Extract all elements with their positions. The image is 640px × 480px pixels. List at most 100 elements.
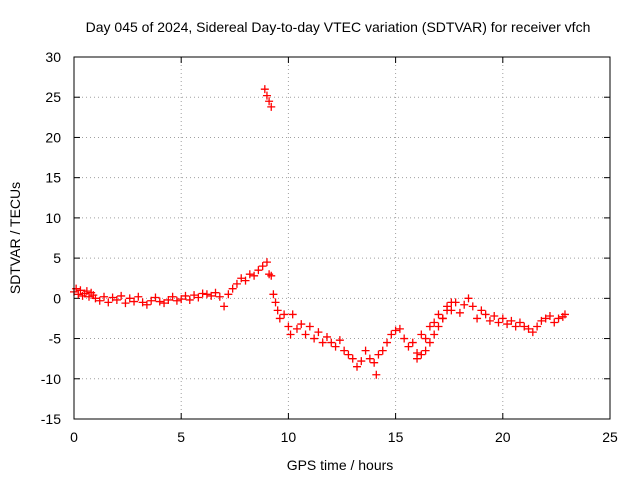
data-point [507,316,516,325]
data-point [224,290,233,299]
data-point [541,314,550,323]
data-point [361,346,370,355]
data-point [267,271,276,280]
data-point [447,298,456,307]
data-point [288,310,297,319]
y-tick-label: 15 [45,170,61,186]
y-tick-label: 30 [45,49,61,65]
data-point [310,334,319,343]
data-point [168,292,177,301]
grid-lines [74,57,610,419]
data-point [515,318,524,327]
data-point [194,293,203,302]
data-point [95,296,104,305]
data-point [177,295,186,304]
data-point [260,85,269,94]
data-point [185,295,194,304]
data-point [172,296,181,305]
data-point [262,91,271,100]
data-point [404,342,413,351]
data-point [108,293,117,302]
x-axis-label: GPS time / hours [287,457,394,473]
data-point [284,322,293,331]
y-tick-label: -5 [49,331,62,347]
y-tick-label: 20 [45,129,61,145]
data-point [477,306,486,315]
data-point [130,297,139,306]
data-point [434,322,443,331]
data-point [417,330,426,339]
data-point [269,290,278,299]
data-point [383,338,392,347]
data-point [524,324,533,333]
data-point [134,292,143,301]
data-point [490,312,499,321]
chart-title: Day 045 of 2024, Sidereal Day-to-day VTE… [86,19,591,35]
data-point [245,270,254,279]
data-point [413,354,422,363]
data-point [207,291,216,300]
data-point [430,330,439,339]
data-point [464,294,473,303]
data-point [91,294,100,303]
data-point [408,338,417,347]
data-point [271,298,280,307]
data-point [142,300,151,309]
data-point [391,326,400,335]
data-point [498,314,507,323]
y-tick-label: 25 [45,89,61,105]
y-axis-label: SDTVAR / TECUs [7,182,23,294]
data-point [357,357,366,366]
data-point [164,295,173,304]
data-point [430,318,439,327]
data-point [468,302,477,311]
data-point [443,306,452,315]
x-tick-label: 25 [602,429,618,445]
data-point [138,298,147,307]
data-point [370,358,379,367]
data-point [425,322,434,331]
data-point [232,279,241,288]
x-tick-label: 20 [495,429,511,445]
data-point [147,296,156,305]
data-point [372,370,381,379]
data-point [202,290,211,299]
x-tick-label: 15 [388,429,404,445]
data-point [112,295,121,304]
data-point [262,258,271,267]
data-point [331,342,340,351]
y-tick-label: 10 [45,210,61,226]
data-point [520,322,529,331]
x-tick-label: 5 [177,429,185,445]
data-point [250,271,259,280]
x-tick-label: 10 [281,429,297,445]
data-point [273,306,282,315]
data-point [335,336,344,345]
data-point [228,284,237,293]
data-point [494,318,503,327]
data-point [545,312,554,321]
data-point [265,97,274,106]
data-point [258,262,267,271]
data-point [348,354,357,363]
data-point [237,274,246,283]
data-point [511,322,520,331]
data-point [254,266,263,275]
data-point [76,286,85,295]
data-point [550,318,559,327]
data-point [421,334,430,343]
data-point [322,332,331,341]
data-point [473,314,482,323]
data-point [198,289,207,298]
data-point [353,362,362,371]
data-point [344,350,353,359]
data-point [365,354,374,363]
data-point [160,299,169,308]
data-point [340,346,349,355]
data-point [301,330,310,339]
data-point [425,338,434,347]
y-tick-label: 0 [53,290,61,306]
data-point [181,291,190,300]
data-point [374,350,383,359]
